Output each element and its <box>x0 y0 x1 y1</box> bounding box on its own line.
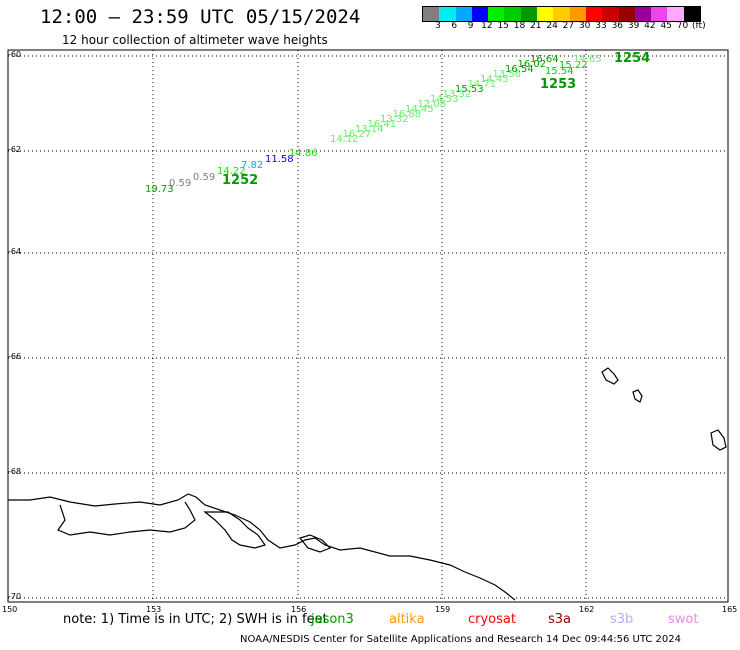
coast-bay <box>203 511 266 549</box>
legend-tick: (ft) <box>692 21 706 31</box>
wave-height-value: 16.27 <box>343 129 372 140</box>
island-1 <box>601 367 619 385</box>
legend-tick: 36 <box>611 21 624 31</box>
legend-swatch <box>455 7 472 21</box>
wave-height-value: 13.56 <box>493 69 522 80</box>
note-text: note: 1) Time is in UTC; 2) SWH is in fe… <box>63 612 328 627</box>
lat-grid <box>8 55 728 599</box>
legend-swatch <box>488 7 505 21</box>
wave-height-value: 15.53 <box>455 84 484 95</box>
lon-label: 165 <box>722 605 738 614</box>
wave-height-value: 0.59 <box>193 172 215 183</box>
lon-label: 159 <box>435 605 451 614</box>
wave-height-value: 14.45 <box>480 74 509 85</box>
wave-height-value: 14.45 <box>405 104 434 115</box>
satellite-s3b: s3b <box>610 612 634 627</box>
lat-label: -70 <box>8 592 22 601</box>
footer-credit: NOAA/NESDIS Center for Satellite Applica… <box>240 634 682 645</box>
coast-inlet <box>57 501 196 536</box>
antarctic-coastline <box>8 493 516 601</box>
legend-swatch <box>471 7 489 21</box>
legend-swatch <box>683 7 701 21</box>
legend-swatch <box>667 7 684 21</box>
wave-height-value: 13.14 <box>355 124 384 135</box>
wave-height-value: 16.02 <box>518 59 547 70</box>
legend-tick: 39 <box>627 21 640 31</box>
lon-label: 150 <box>2 605 18 614</box>
lat-label: -60 <box>8 50 22 59</box>
altimeter-tracks: 19.730.590.5914.227.8211.5814.86125214.1… <box>145 51 650 195</box>
map-frame <box>7 49 729 603</box>
wave-height-value: 16.64 <box>530 54 559 65</box>
legend-swatch <box>618 7 635 21</box>
legend-tick: 42 <box>644 21 656 31</box>
page-subtitle: 12 hour collection of altimeter wave hei… <box>62 33 328 47</box>
wave-height-value: 14.22 <box>217 166 246 177</box>
legend-swatch <box>602 7 619 21</box>
wave-height-value: 14.53 <box>430 94 459 105</box>
page-title: 12:00 – 23:59 UTC 05/15/2024 <box>40 6 361 28</box>
legend-swatch <box>569 7 586 21</box>
legend-swatch <box>504 7 521 21</box>
pass-number-label: 1253 <box>540 77 576 92</box>
satellite-altika: altika <box>389 612 425 627</box>
satellite-jason3: jason3 <box>311 612 354 627</box>
coast-ice <box>298 534 332 553</box>
legend-swatch <box>439 7 456 21</box>
legend-swatch <box>585 7 603 21</box>
legend-tick: 15 <box>497 21 509 31</box>
legend-tick: 18 <box>513 21 526 31</box>
wave-height-value: 14.71 <box>468 79 497 90</box>
legend-tick: 12 <box>481 21 493 31</box>
lat-label: -68 <box>8 467 22 476</box>
legend-tick: 21 <box>530 21 542 31</box>
wave-height-value: 13.32 <box>380 114 409 125</box>
legend-tick: 70 <box>676 21 689 31</box>
legend-swatch <box>520 7 538 21</box>
wave-height-value: 16.54 <box>505 64 534 75</box>
wave-height-value: 15.22 <box>559 60 588 71</box>
lon-label: 162 <box>579 605 595 614</box>
legend-swatch <box>634 7 652 21</box>
pass-number-label: 1254 <box>614 51 650 66</box>
wave-height-value: 11.58 <box>265 154 294 165</box>
wave-height-value: 16.41 <box>368 119 397 130</box>
legend-swatch <box>537 7 554 21</box>
wave-height-value: 14.86 <box>289 148 318 159</box>
pass-number-label: 1252 <box>222 173 258 188</box>
satellite-cryosat: cryosat <box>468 612 516 627</box>
wave-height-value: 0.59 <box>169 178 191 189</box>
satellite-swot: swot <box>668 612 699 627</box>
island-3 <box>710 429 727 451</box>
legend-tick: 30 <box>578 21 591 31</box>
lat-label: -64 <box>8 247 22 256</box>
lat-label: -66 <box>8 352 22 361</box>
legend-tick: 9 <box>467 21 474 31</box>
wave-height-value: 14.65 <box>573 54 602 65</box>
color-legend <box>422 6 702 22</box>
legend-tick: 24 <box>546 21 558 31</box>
island-2 <box>632 389 643 403</box>
legend-swatch <box>423 7 440 21</box>
wave-height-value: 15.54 <box>545 66 574 77</box>
wave-height-value: 16.88 <box>393 109 422 120</box>
satellite-s3a: s3a <box>548 612 572 627</box>
wave-height-value: 14.12 <box>330 134 359 145</box>
wave-height-value: 7.82 <box>241 160 263 171</box>
legend-tick: 45 <box>660 21 672 31</box>
lon-grid <box>152 50 587 602</box>
legend-swatch <box>553 7 570 21</box>
wave-height-value: 12.08 <box>418 99 447 110</box>
legend-tick: 33 <box>595 21 607 31</box>
legend-tick: 6 <box>451 21 458 31</box>
legend-tick: 3 <box>435 21 441 31</box>
lon-label: 153 <box>146 605 162 614</box>
legend-swatch <box>651 7 668 21</box>
wave-height-value: 19.73 <box>145 184 174 195</box>
wave-height-value: 13.32 <box>443 89 472 100</box>
lon-label: 156 <box>291 605 307 614</box>
legend-tick: 27 <box>562 21 575 31</box>
lat-label: -62 <box>8 145 22 154</box>
